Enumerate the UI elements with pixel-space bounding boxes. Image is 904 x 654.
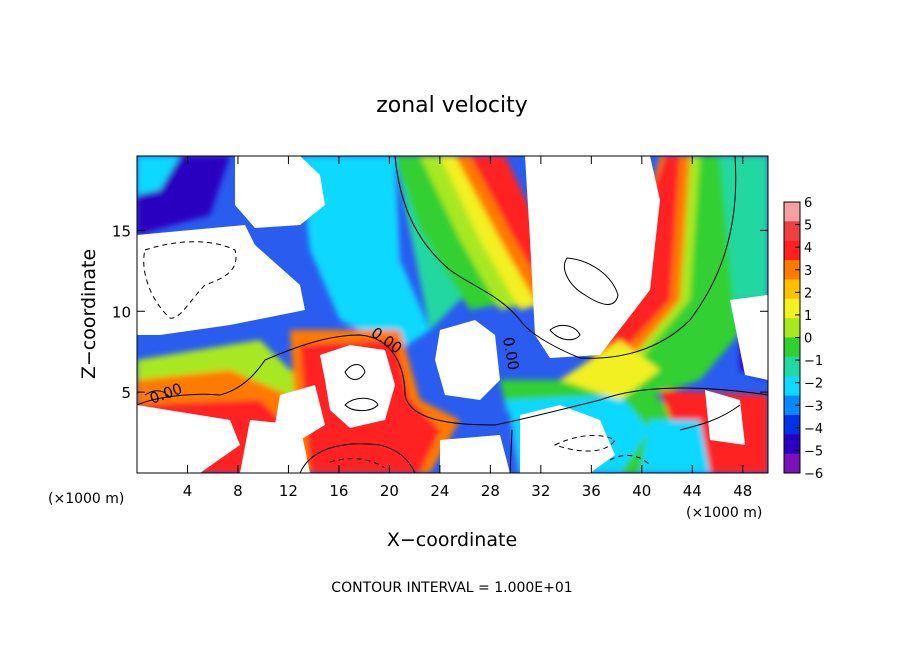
colorbar-swatch [784,453,800,474]
y-tick-label: 5 [121,384,131,402]
x-axis-label: X−coordinate [387,529,517,551]
colorbar-label: −4 [804,422,823,437]
colorbar-swatch [784,337,800,358]
colorbar-label: −5 [804,444,823,459]
x-tick-label: 4 [183,482,193,500]
x-tick-label: 48 [733,482,752,500]
colorbar-label: 3 [804,264,812,279]
x-tick-label: 12 [279,482,298,500]
colorbar-swatch [784,279,800,300]
colorbar-label: −3 [804,399,823,414]
colorbar-label: 5 [804,219,812,234]
colorbar-label: −6 [804,467,823,482]
x-unit-right: (×1000 m) [686,505,762,521]
colorbar-label: 0 [804,332,812,347]
y-tick-label: 10 [112,303,131,321]
chart-title: zonal velocity [376,93,528,118]
colorbar: 6 5 4 3 2 1 0 −1 −2 −3 −4 −5 −6 [783,196,823,482]
y-tick-label: 15 [112,222,131,240]
plot-area: 0.00 0.00 0.00 [137,156,768,473]
colorbar-swatch [784,240,800,261]
contour-lines [137,156,768,473]
x-tick-label: 24 [430,482,449,500]
colorbar-swatch [784,395,800,416]
colorbar-swatch [784,221,800,242]
contour-interval-note: CONTOUR INTERVAL = 1.000E+01 [331,580,572,596]
colorbar-swatch [784,376,800,397]
colorbar-label: −1 [804,354,823,369]
colorbar-label: 2 [804,286,812,301]
colorbar-swatch [784,260,800,280]
colorbar-swatch [784,202,800,222]
x-tick-label: 32 [531,482,550,500]
x-tick-label: 16 [329,482,348,500]
colorbar-label: −2 [804,377,823,392]
svg-text:0.00: 0.00 [499,336,523,372]
colorbar-swatch [784,434,800,455]
x-tick-label: 36 [582,482,601,500]
x-tick-label: 44 [683,482,702,500]
x-tick-label: 40 [632,482,651,500]
colorbar-swatch [784,298,800,319]
x-tick-label: 8 [233,482,243,500]
x-unit-left: (×1000 m) [48,491,124,507]
colorbar-label: 4 [804,241,812,256]
colorbar-label: 6 [804,196,812,211]
colorbar-swatch [784,356,800,377]
x-tick-label: 20 [380,482,399,500]
colorbar-swatch [784,318,800,338]
x-axis-ticks: 4 8 12 16 20 24 28 32 36 40 44 48 [183,156,752,500]
y-axis-ticks: 5 10 15 [112,222,768,402]
plot-frame [136,155,769,474]
colorbar-swatch [784,414,800,435]
negative-contours [143,241,651,469]
white-regions [137,156,768,473]
colorbar-label: 1 [804,309,812,324]
x-tick-label: 28 [481,482,500,500]
y-axis-label: Z−coordinate [78,249,100,379]
